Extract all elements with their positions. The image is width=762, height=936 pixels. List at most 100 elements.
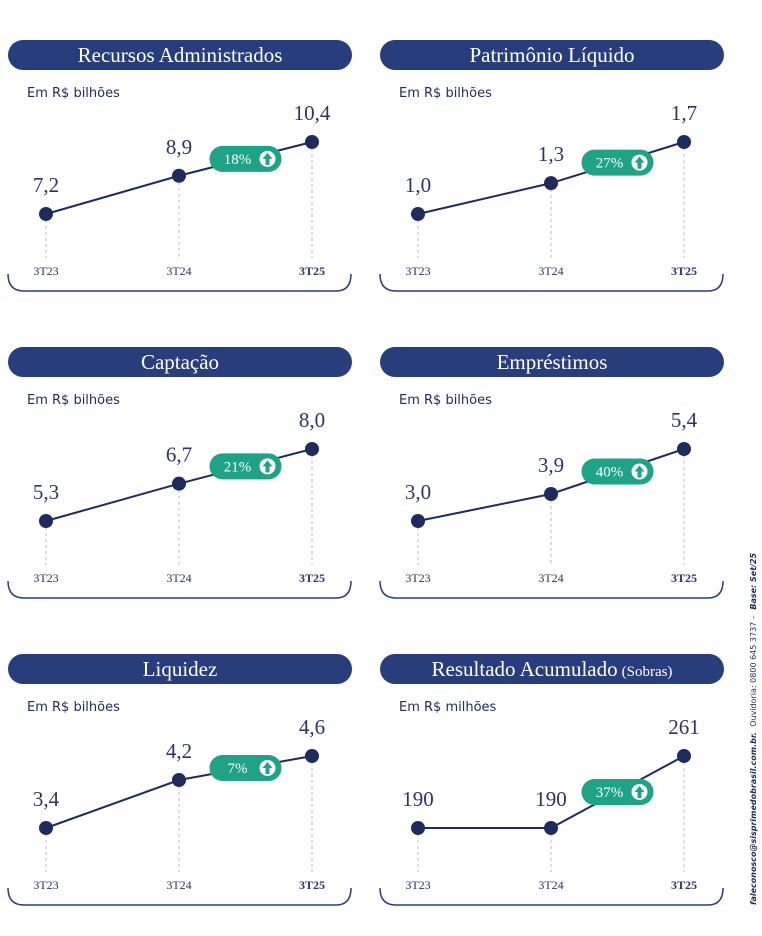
value-label: 3,4	[33, 787, 60, 811]
point	[411, 207, 425, 221]
value-label: 190	[402, 787, 434, 811]
title-pill	[8, 40, 352, 70]
footer-email: faleconosco@sisprimedobrasil.com.br.	[749, 732, 758, 905]
title-suffix: (Sobras)	[622, 664, 673, 680]
value-label: 10,4	[294, 101, 331, 125]
x-tick-label: 3T24	[166, 878, 191, 892]
point	[39, 821, 53, 835]
chart-title: Resultado Acumulado (Sobras)	[432, 657, 673, 681]
x-tick-label: 3T23	[33, 571, 58, 585]
x-tick-label: 3T25	[671, 264, 697, 278]
x-tick-label: 3T25	[299, 878, 325, 892]
point	[677, 135, 691, 149]
point	[39, 514, 53, 528]
footer-ouvidoria: Ouvidoria: 0800 645 3737 –	[749, 615, 758, 727]
bracket	[7, 580, 352, 599]
chart-title: Liquidez	[143, 657, 218, 681]
point	[544, 487, 558, 501]
point	[305, 749, 319, 763]
point	[411, 821, 425, 835]
x-tick-label: 3T23	[33, 878, 58, 892]
title-pill	[380, 40, 724, 70]
growth-label: 18%	[224, 152, 252, 168]
value-label: 1,0	[405, 173, 431, 197]
point	[172, 476, 186, 491]
point	[544, 176, 558, 191]
value-label: 261	[668, 715, 700, 739]
arrow-up	[262, 460, 273, 473]
x-tick-label: 3T24	[538, 571, 563, 585]
point	[677, 749, 691, 763]
title-pill	[380, 347, 724, 377]
x-tick-label: 3T25	[671, 571, 697, 585]
value-label: 7,2	[33, 173, 59, 197]
title-text: Liquidez	[143, 657, 218, 681]
x-tick-label: 3T24	[166, 571, 191, 585]
growth-label: 7%	[228, 761, 248, 777]
chart-title: Captação	[141, 350, 219, 374]
title-text: Empréstimos	[497, 350, 608, 374]
subtitle: Em R$ bilhões	[399, 393, 492, 408]
title-pill	[380, 654, 724, 684]
subtitle: Em R$ milhões	[399, 700, 497, 715]
title-text: Captação	[141, 350, 219, 374]
value-label: 8,9	[166, 135, 192, 159]
arrow-up	[634, 465, 645, 478]
chart-title: Empréstimos	[497, 350, 608, 374]
value-label: 190	[535, 787, 567, 811]
x-tick-label: 3T24	[538, 878, 563, 892]
point	[411, 514, 425, 528]
title-pill	[8, 654, 352, 684]
subtitle: Em R$ bilhões	[27, 393, 120, 408]
subtitle: Em R$ bilhões	[27, 86, 120, 101]
x-tick-label: 3T23	[405, 571, 430, 585]
footer-base: Base: Set/25	[749, 552, 758, 609]
x-tick-label: 3T25	[299, 571, 325, 585]
footer: faleconosco@sisprimedobrasil.com.br. Ouv…	[749, 552, 758, 905]
value-label: 4,2	[166, 739, 192, 763]
title-pill	[8, 347, 352, 377]
bracket	[379, 580, 724, 599]
point	[305, 442, 319, 456]
value-label: 8,0	[299, 408, 325, 432]
growth-label: 27%	[596, 156, 624, 172]
value-label: 5,3	[33, 480, 59, 504]
arrow-up	[634, 786, 645, 798]
x-tick-label: 3T23	[405, 878, 430, 892]
point	[172, 773, 186, 787]
subtitle: Em R$ bilhões	[399, 86, 492, 101]
bracket	[7, 273, 352, 292]
bracket	[379, 887, 724, 906]
point	[39, 207, 53, 221]
x-tick-label: 3T23	[33, 264, 58, 278]
value-label: 1,3	[538, 142, 564, 166]
value-label: 5,4	[671, 408, 698, 432]
x-tick-label: 3T23	[405, 264, 430, 278]
title-text: Recursos Administrados	[78, 43, 283, 67]
subtitle: Em R$ bilhões	[27, 700, 120, 715]
growth-label: 40%	[596, 465, 624, 481]
bracket	[379, 273, 724, 292]
title-text: Resultado Acumulado	[432, 657, 618, 681]
arrow-up	[634, 156, 645, 169]
x-tick-label: 3T25	[299, 264, 325, 278]
x-tick-label: 3T24	[538, 264, 563, 278]
value-label: 3,0	[405, 480, 431, 504]
point	[305, 135, 319, 149]
bracket	[7, 887, 352, 906]
point	[172, 168, 186, 183]
chart-title: Patrimônio Líquido	[469, 43, 634, 67]
point	[677, 442, 691, 456]
growth-label: 21%	[224, 459, 252, 475]
value-label: 4,6	[299, 715, 325, 739]
value-label: 3,9	[538, 453, 564, 477]
title-text: Patrimônio Líquido	[469, 43, 634, 67]
growth-label: 37%	[596, 785, 624, 801]
point	[544, 821, 558, 835]
arrow-up	[262, 152, 273, 165]
x-tick-label: 3T25	[671, 878, 697, 892]
arrow-up	[262, 762, 273, 774]
value-label: 1,7	[671, 101, 697, 125]
value-label: 6,7	[166, 443, 192, 467]
